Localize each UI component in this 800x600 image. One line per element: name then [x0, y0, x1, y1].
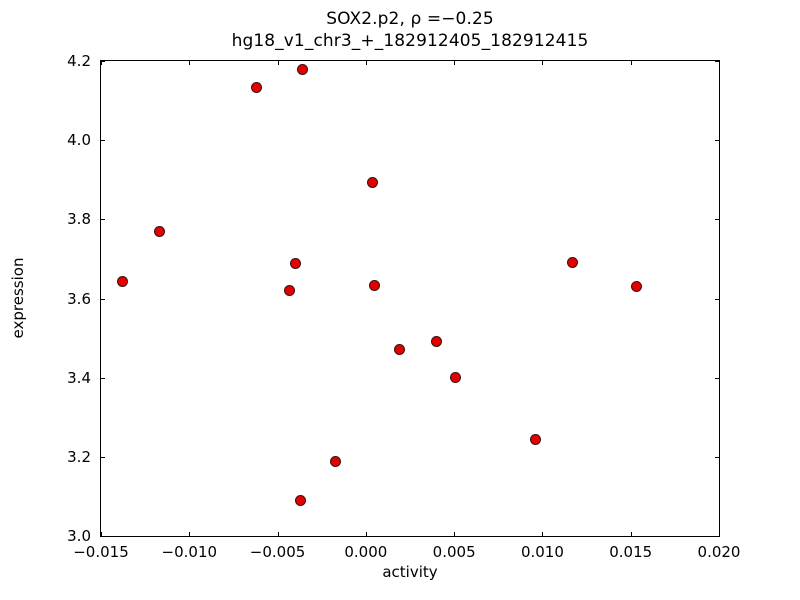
- scatter-point: [116, 276, 128, 288]
- x-axis-tick-label: 0.005: [432, 543, 476, 561]
- x-axis-tick-label: 0.020: [697, 543, 741, 561]
- y-axis-tick-right: [715, 377, 720, 379]
- y-axis-tick-right: [715, 219, 720, 221]
- x-axis-tick-top: [719, 60, 720, 65]
- plot-area: −0.015 −0.010 −0.005 0.000 0.005 0.010 0.015 0.…: [67, 52, 740, 561]
- chart-title: SOX2.p2, ρ =−0.25 hg18_v1_chr3_+_1829124…: [100, 8, 720, 52]
- scatter-point: [367, 177, 379, 189]
- y-axis-tick-right: [715, 456, 720, 458]
- x-axis-tick: [542, 532, 544, 537]
- scatter-point: [369, 280, 381, 292]
- y-axis-tick-right: [715, 61, 720, 62]
- x-axis-tick-label: −0.010: [161, 543, 218, 561]
- y-axis-tick: [100, 61, 105, 62]
- x-axis-tick-top: [189, 60, 191, 65]
- x-axis-tick: [630, 532, 632, 537]
- y-axis-tick-label: 3.6: [67, 289, 91, 308]
- x-axis-tick: [189, 532, 191, 537]
- x-axis-tick-label: 0.015: [609, 543, 653, 561]
- y-axis-tick-right: [715, 140, 720, 142]
- chart-title-line-1: SOX2.p2, ρ =−0.25: [326, 9, 494, 29]
- scatter-point: [430, 335, 442, 347]
- x-axis-tick-top: [365, 60, 367, 65]
- y-axis-tick-label: 4.0: [67, 131, 91, 150]
- x-axis-tick-label: −0.015: [73, 543, 129, 561]
- x-axis-tick-top: [101, 60, 102, 65]
- scatter-point: [529, 433, 541, 445]
- x-axis-tick: [101, 532, 102, 537]
- x-axis-label: activity: [382, 563, 438, 581]
- y-axis-label: expression: [9, 257, 27, 339]
- y-axis-tick: [100, 536, 105, 537]
- x-axis-tick: [454, 532, 456, 537]
- y-axis-tick-right: [715, 536, 720, 537]
- x-axis-tick: [719, 532, 720, 537]
- scatter-point: [450, 372, 462, 384]
- scatter-point: [330, 456, 342, 468]
- scatter-point: [153, 225, 165, 237]
- y-axis-tick-label: 3.2: [67, 447, 91, 466]
- y-axis-tick: [100, 298, 105, 300]
- x-axis-tick-label: 0.010: [520, 543, 564, 561]
- scatter-point: [630, 281, 642, 293]
- y-axis-tick-label: 3.8: [67, 210, 91, 229]
- chart-title-line-2: hg18_v1_chr3_+_182912405_182912415: [231, 31, 589, 51]
- y-axis-tick-label: 3.0: [67, 527, 91, 545]
- x-axis-tick-top: [542, 60, 544, 65]
- x-axis-tick: [277, 532, 279, 537]
- y-axis-tick-right: [715, 298, 720, 300]
- x-axis-tick-top: [454, 60, 456, 65]
- y-axis-tick: [100, 219, 105, 221]
- x-axis-tick-label: −0.005: [249, 543, 306, 561]
- y-axis-tick: [100, 140, 105, 142]
- scatter-point: [393, 344, 405, 356]
- x-axis-tick: [365, 532, 367, 537]
- scatter-point: [284, 285, 296, 297]
- scatter-point: [295, 495, 307, 507]
- x-axis-tick-label: 0.000: [344, 543, 388, 561]
- x-axis-tick-top: [277, 60, 279, 65]
- y-axis-tick-label: 4.2: [67, 52, 91, 70]
- x-axis-tick-top: [630, 60, 632, 65]
- scatter-point: [289, 258, 301, 270]
- scatter-point: [250, 82, 262, 94]
- y-axis-tick-label: 3.4: [67, 368, 91, 387]
- y-axis-tick: [100, 377, 105, 379]
- scatter-point: [296, 64, 308, 76]
- scatter-point: [566, 257, 578, 269]
- y-axis-tick: [100, 456, 105, 458]
